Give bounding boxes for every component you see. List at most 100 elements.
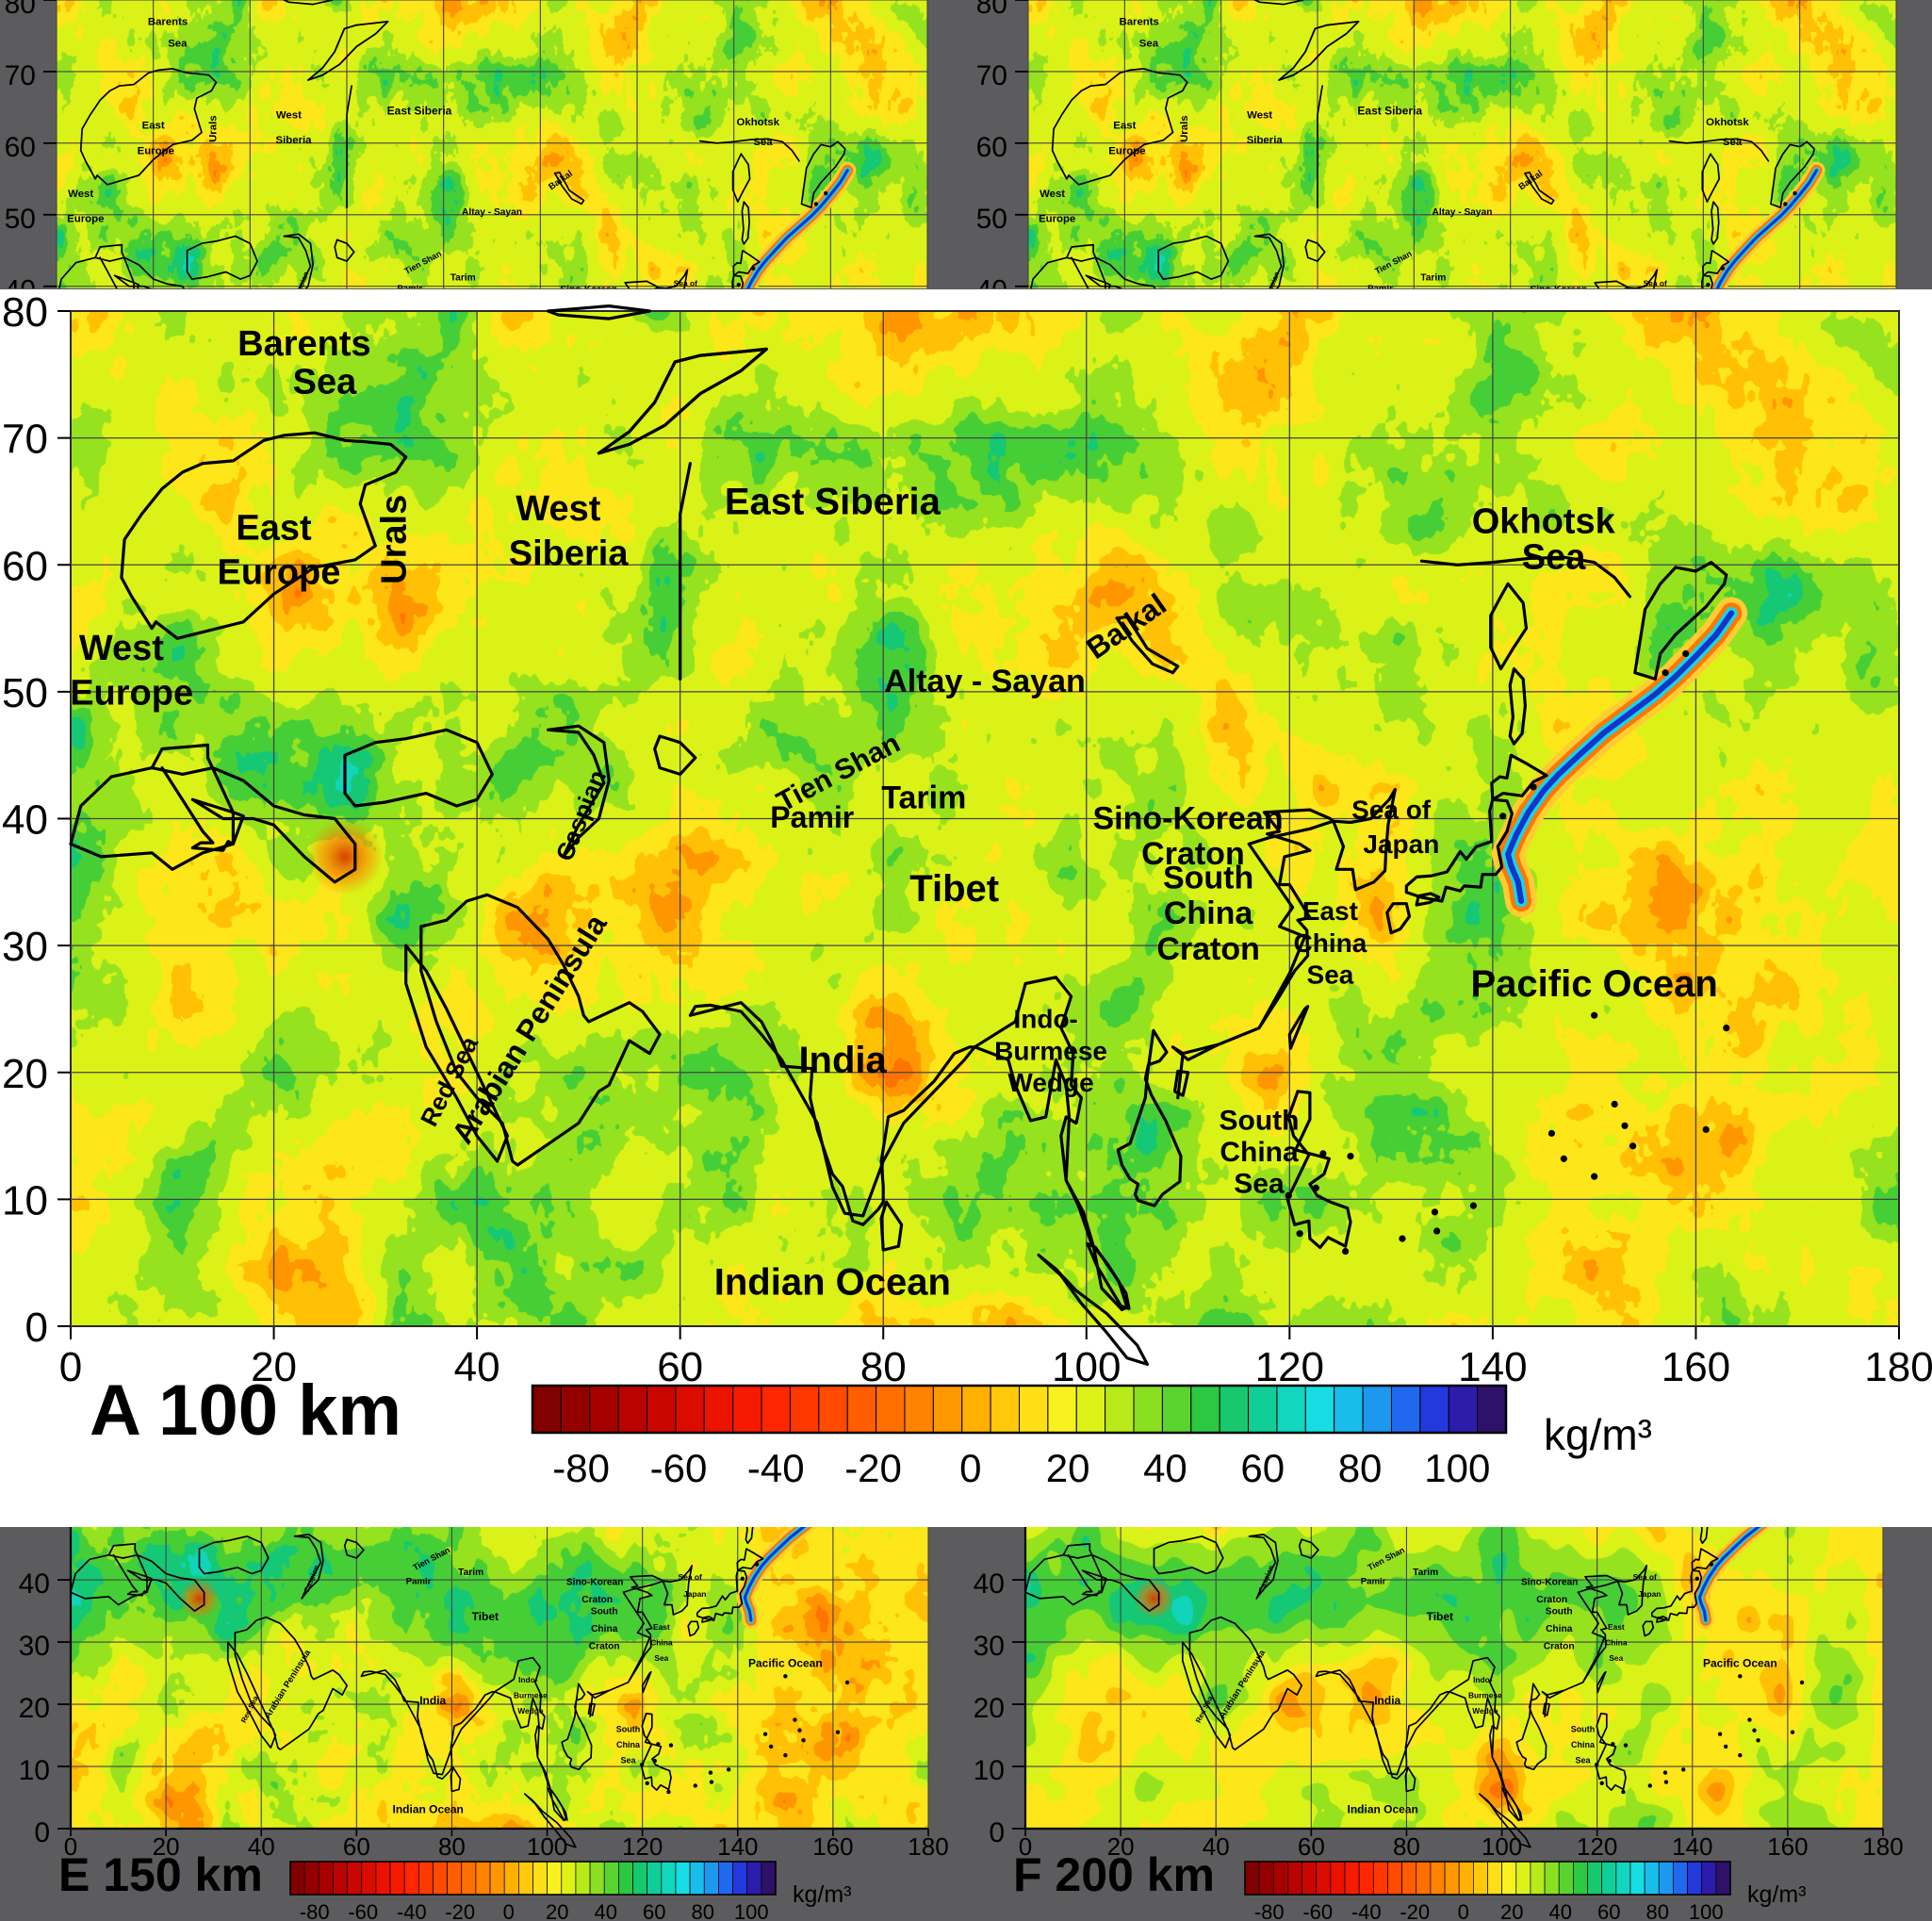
svg-text:Okhotsk: Okhotsk [1706,117,1749,128]
svg-text:Sea of: Sea of [1644,279,1667,288]
svg-text:0: 0 [25,1305,48,1351]
svg-text:70: 70 [2,417,48,463]
svg-text:0: 0 [59,1344,82,1390]
svg-text:-40: -40 [1351,1900,1382,1921]
svg-text:100: 100 [1689,1900,1724,1921]
svg-text:40: 40 [1549,1900,1572,1921]
svg-text:South: South [1220,1105,1300,1136]
svg-text:40: 40 [1143,1446,1187,1490]
svg-text:East: East [1113,121,1136,132]
svg-text:40: 40 [976,275,1007,288]
svg-text:40: 40 [2,797,48,844]
svg-text:80: 80 [1646,1900,1669,1921]
svg-text:180: 180 [1862,1832,1903,1861]
svg-text:-80: -80 [552,1446,610,1490]
svg-text:China: China [1164,895,1254,931]
svg-text:0: 0 [959,1446,981,1490]
svg-text:China: China [1571,1740,1596,1749]
svg-text:Tarim: Tarim [881,780,966,816]
svg-text:Sea: Sea [1234,1169,1285,1200]
svg-text:Sea: Sea [1307,960,1354,990]
svg-text:East: East [1608,1622,1625,1632]
svg-text:Sea of: Sea of [1351,796,1432,825]
svg-text:Craton: Craton [1536,1595,1567,1605]
svg-text:Pacific Ocean: Pacific Ocean [1703,1656,1777,1669]
svg-text:Arabian Peninsula: Arabian Peninsula [445,908,614,1149]
svg-text:70: 70 [976,60,1007,91]
svg-text:80: 80 [2,289,48,336]
svg-text:140: 140 [1458,1344,1527,1390]
svg-text:80: 80 [1338,1446,1383,1490]
svg-text:Craton: Craton [1156,931,1260,967]
svg-text:Wedge: Wedge [1007,1068,1093,1097]
svg-text:Wedge: Wedge [1472,1706,1498,1716]
svg-text:South: South [1571,1725,1596,1734]
svg-text:160: 160 [1662,1344,1730,1390]
svg-text:160: 160 [1767,1832,1808,1861]
svg-text:West: West [79,629,164,668]
svg-text:20: 20 [974,1693,1005,1724]
svg-text:Caspian: Caspian [549,766,612,865]
svg-text:Sino-Korean: Sino-Korean [1531,285,1588,288]
svg-text:30: 30 [2,924,48,970]
svg-text:kg/m³: kg/m³ [1544,1410,1652,1459]
svg-text:10: 10 [974,1755,1005,1786]
svg-text:China: China [1220,1137,1299,1168]
svg-text:Baikal: Baikal [1517,169,1545,192]
svg-text:Altay - Sayan: Altay - Sayan [1433,207,1493,218]
svg-text:-40: -40 [747,1446,805,1490]
svg-text:Pamir: Pamir [1361,1577,1386,1587]
svg-text:60: 60 [1298,1832,1325,1861]
svg-text:Indo-: Indo- [1473,1675,1493,1684]
svg-text:Japan: Japan [1638,1589,1661,1599]
svg-text:40: 40 [454,1344,500,1390]
svg-text:40: 40 [974,1568,1005,1600]
svg-text:West: West [1040,189,1065,200]
svg-text:-20: -20 [844,1446,902,1490]
svg-text:China: China [1294,928,1367,958]
svg-text:Sea of: Sea of [1633,1572,1657,1582]
svg-text:Red Sea: Red Sea [1194,1694,1215,1724]
svg-text:Urals: Urals [1179,115,1190,142]
svg-text:East: East [1302,896,1358,926]
svg-text:Siberia: Siberia [509,534,630,573]
svg-text:60: 60 [976,132,1007,163]
svg-text:East Siberia: East Siberia [1357,104,1422,117]
svg-text:10: 10 [2,1177,48,1223]
svg-text:East: East [236,508,312,548]
svg-text:50: 50 [976,204,1007,235]
svg-text:Indian Ocean: Indian Ocean [1347,1803,1417,1816]
svg-text:Sea: Sea [1609,1653,1623,1663]
svg-text:Pamir: Pamir [770,800,854,834]
svg-text:60: 60 [657,1344,703,1390]
svg-text:140: 140 [1672,1832,1712,1861]
svg-text:Indian Ocean: Indian Ocean [714,1261,951,1303]
svg-text:F 200 km: F 200 km [1013,1848,1215,1901]
svg-text:India: India [798,1040,887,1081]
svg-text:Pamir: Pamir [1367,284,1393,288]
svg-text:West: West [516,489,600,529]
svg-text:-20: -20 [1400,1900,1430,1921]
svg-text:Sino-Korean: Sino-Korean [1521,1577,1579,1587]
svg-text:100: 100 [1424,1446,1490,1490]
svg-text:80: 80 [1393,1832,1420,1861]
svg-text:Sea: Sea [1522,537,1586,577]
svg-text:Barents: Barents [1119,17,1158,28]
svg-text:Japan: Japan [1363,829,1439,859]
svg-text:Pacific Ocean: Pacific Ocean [1470,963,1717,1005]
svg-text:-60: -60 [650,1446,708,1490]
svg-text:50: 50 [2,670,48,716]
svg-text:Siberia: Siberia [1247,135,1284,146]
svg-text:180: 180 [1864,1344,1932,1390]
svg-text:Indo-: Indo- [1013,1005,1077,1034]
svg-text:A 100 km: A 100 km [90,1371,401,1451]
svg-text:80: 80 [976,0,1007,20]
svg-text:30: 30 [974,1631,1005,1662]
svg-text:Altay - Sayan: Altay - Sayan [884,664,1086,699]
svg-text:Craton: Craton [1544,1641,1575,1651]
svg-text:East Siberia: East Siberia [725,481,941,522]
svg-text:Sea: Sea [293,363,357,402]
svg-text:Tarim: Tarim [1413,1568,1438,1578]
svg-text:West: West [1247,109,1272,121]
svg-text:60: 60 [1240,1446,1285,1490]
